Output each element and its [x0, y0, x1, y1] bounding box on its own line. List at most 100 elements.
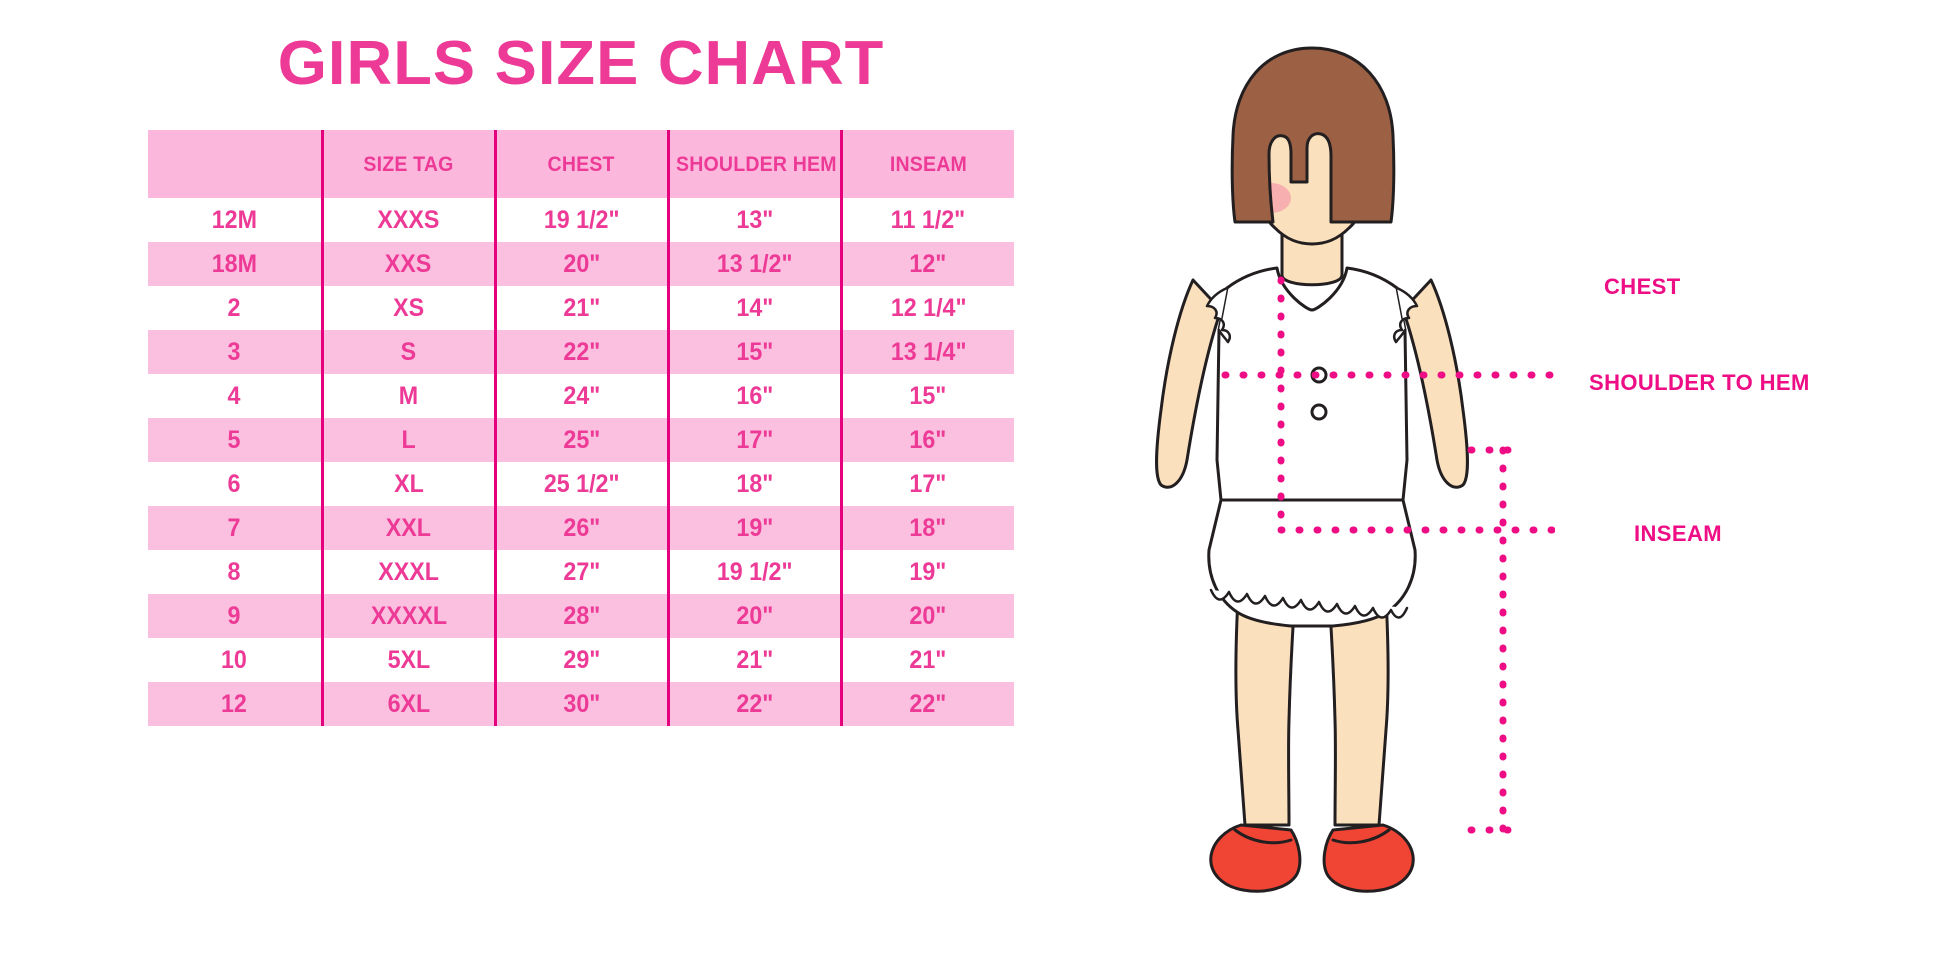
cell-inseam: 13 1/4" — [839, 330, 1014, 374]
cell-inseam-label: 12 1/4" — [890, 293, 967, 322]
column-header-shoulder-hem: SHOULDER HEM — [666, 130, 841, 198]
right-arm — [1401, 278, 1469, 489]
cell-shoulder-hem: 16" — [666, 374, 841, 418]
table-row: 12 6XL 30" 22" 22" — [148, 682, 1014, 726]
column-header-size-tag-label: SIZE TAG — [363, 152, 454, 176]
cell-size-tag: XXXS — [320, 198, 495, 242]
cell-inseam: 18" — [839, 506, 1014, 550]
table-row: 5 L 25" 17" 16" — [148, 418, 1014, 462]
cell-size-tag-label: 5XL — [387, 645, 430, 674]
cell-inseam-label: 12" — [909, 249, 947, 278]
cell-inseam-label: 13 1/4" — [890, 337, 967, 366]
cell-shoulder-hem: 21" — [666, 638, 841, 682]
cell-size-tag: XXXXL — [320, 594, 495, 638]
table-row: 4 M 24" 16" 15" — [148, 374, 1014, 418]
cell-inseam: 12 1/4" — [839, 286, 1014, 330]
cell-size-tag-label: XXXXL — [370, 601, 447, 630]
cell-inseam-label: 15" — [909, 381, 947, 410]
cell-chest-label: 19 1/2" — [543, 205, 620, 234]
table-row: 10 5XL 29" 21" 21" — [148, 638, 1014, 682]
cell-inseam: 21" — [839, 638, 1014, 682]
cell-chest-label: 25 1/2" — [543, 469, 620, 498]
cell-size-tag: S — [320, 330, 495, 374]
cell-size-tag-label: M — [398, 381, 419, 410]
cell-chest-label: 27" — [563, 557, 600, 586]
column-header-size — [148, 130, 322, 198]
table-body: 12M XXXS 19 1/2" 13" 11 1/2" 18M XXS 20" 13 1/2"… — [148, 198, 1014, 726]
cell-size-tag: 6XL — [320, 682, 495, 726]
table-header-row: SIZE TAG CHEST SHOULDER HEM INSEAM — [148, 130, 1014, 198]
cell-size-tag: 5XL — [320, 638, 495, 682]
cell-shoulder-hem: 14" — [666, 286, 841, 330]
cell-chest: 28" — [493, 594, 668, 638]
cell-size-label: 2 — [227, 293, 241, 322]
cell-size-tag: XXS — [320, 242, 495, 286]
cell-size: 12 — [148, 682, 322, 726]
cell-shoulder-hem-label: 19 1/2" — [716, 557, 793, 586]
cell-shoulder-hem-label: 21" — [736, 645, 773, 674]
cell-inseam: 11 1/2" — [839, 198, 1014, 242]
cell-size: 6 — [148, 462, 322, 506]
table-row: 18M XXS 20" 13 1/2" 12" — [148, 242, 1014, 286]
cell-chest-label: 22" — [563, 337, 600, 366]
cell-inseam-label: 20" — [909, 601, 947, 630]
size-chart-table: SIZE TAG CHEST SHOULDER HEM INSEAM 12M XX… — [148, 130, 1014, 726]
left-shoe-strap — [1233, 828, 1293, 845]
cell-chest: 29" — [493, 638, 668, 682]
cell-chest-label: 20" — [563, 249, 600, 278]
cell-chest-label: 24" — [563, 381, 600, 410]
cell-size-tag-label: S — [400, 337, 417, 366]
cell-shoulder-hem-label: 22" — [736, 689, 773, 718]
cell-chest: 25" — [493, 418, 668, 462]
left-shoe — [1209, 823, 1302, 893]
cell-chest-label: 29" — [563, 645, 600, 674]
inseam-measurement-label: INSEAM — [1634, 521, 1722, 546]
cell-size: 3 — [148, 330, 322, 374]
cell-size-label: 10 — [221, 645, 248, 674]
cell-size: 8 — [148, 550, 322, 594]
cell-shoulder-hem-label: 13 1/2" — [716, 249, 793, 278]
cell-shoulder-hem: 22" — [666, 682, 841, 726]
top-button-lower — [1310, 403, 1328, 421]
cell-shoulder-hem: 19" — [666, 506, 841, 550]
cell-size: 9 — [148, 594, 322, 638]
right-shoe — [1322, 823, 1415, 893]
cell-shoulder-hem: 15" — [666, 330, 841, 374]
girl-figure-illustration — [1075, 30, 1555, 930]
cell-chest-label: 30" — [563, 689, 600, 718]
cell-chest: 19 1/2" — [493, 198, 668, 242]
cell-inseam: 20" — [839, 594, 1014, 638]
cell-inseam-label: 16" — [909, 425, 947, 454]
cell-chest: 22" — [493, 330, 668, 374]
cell-size-label: 12M — [211, 205, 257, 234]
cell-size-label: 6 — [227, 469, 241, 498]
cell-shoulder-hem-label: 14" — [736, 293, 773, 322]
cell-size-tag-label: XL — [393, 469, 424, 498]
cell-size-tag-label: XXXS — [377, 205, 440, 234]
cell-size: 18M — [148, 242, 322, 286]
cell-shoulder-hem: 13" — [666, 198, 841, 242]
cell-size: 10 — [148, 638, 322, 682]
table-row: 9 XXXXL 28" 20" 20" — [148, 594, 1014, 638]
cell-shoulder-hem-label: 16" — [736, 381, 773, 410]
cell-size-label: 5 — [227, 425, 241, 454]
cell-size-tag: M — [320, 374, 495, 418]
cell-shoulder-hem-label: 20" — [736, 601, 773, 630]
page-title: GIRLS SIZE CHART — [277, 29, 885, 98]
cell-size-label: 3 — [227, 337, 241, 366]
cell-size-tag-label: XS — [392, 293, 425, 322]
cell-shoulder-hem-label: 13" — [736, 205, 773, 234]
cell-chest: 21" — [493, 286, 668, 330]
right-shoulder-ruffle — [1393, 286, 1419, 344]
cell-size-tag: XS — [320, 286, 495, 330]
cell-chest: 20" — [493, 242, 668, 286]
cell-chest-label: 28" — [563, 601, 600, 630]
cell-size-tag: XXL — [320, 506, 495, 550]
cell-inseam-label: 21" — [909, 645, 947, 674]
cell-size: 12M — [148, 198, 322, 242]
column-header-shoulder-hem-label: SHOULDER HEM — [675, 152, 837, 176]
cell-size: 2 — [148, 286, 322, 330]
cell-size-tag-label: XXS — [385, 249, 432, 278]
cell-chest-label: 25" — [563, 425, 600, 454]
cell-chest: 24" — [493, 374, 668, 418]
